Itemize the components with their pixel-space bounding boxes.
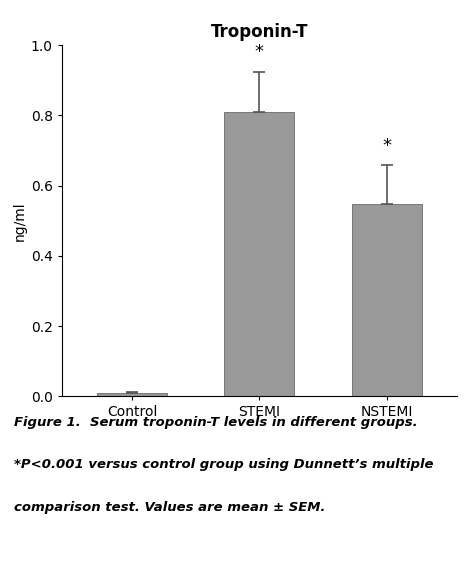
Title: Troponin-T: Troponin-T <box>211 23 308 41</box>
Text: Figure 1.  Serum troponin-T levels in different groups.: Figure 1. Serum troponin-T levels in dif… <box>14 416 418 429</box>
Bar <box>352 204 422 396</box>
Bar <box>97 393 167 396</box>
Text: comparison test. Values are mean ± SEM.: comparison test. Values are mean ± SEM. <box>14 501 326 514</box>
Text: *: * <box>382 137 391 155</box>
Y-axis label: ng/ml: ng/ml <box>13 201 27 241</box>
Text: *: * <box>255 43 264 61</box>
Text: *P<0.001 versus control group using Dunnett’s multiple: *P<0.001 versus control group using Dunn… <box>14 458 434 471</box>
Bar <box>224 112 295 396</box>
